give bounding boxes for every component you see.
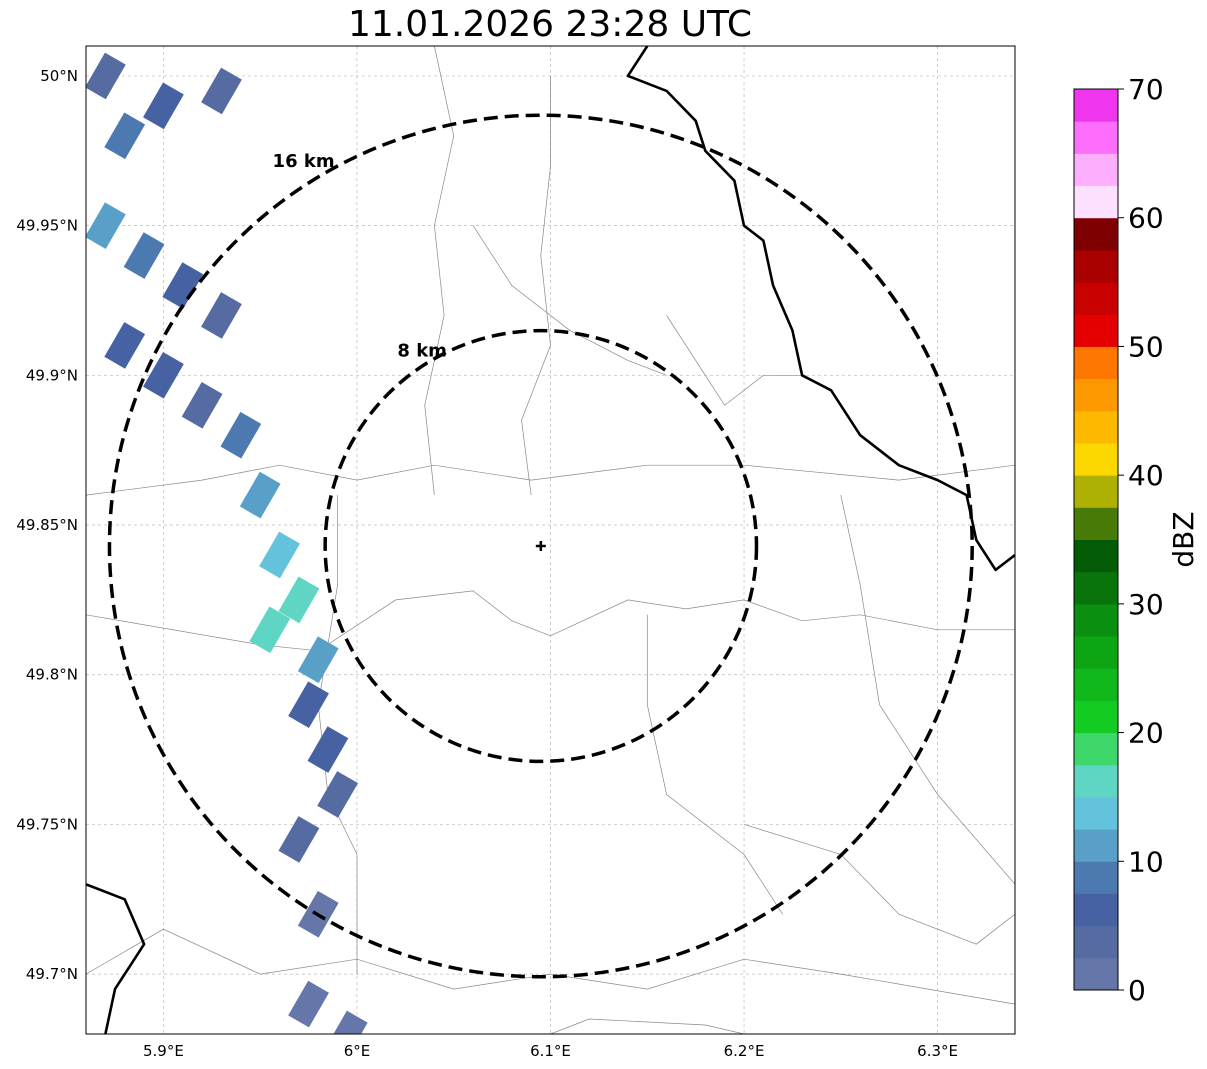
colorbar-segment (1074, 89, 1118, 122)
lat-tick-label: 49.8°N (26, 666, 78, 684)
radar-cell (288, 980, 329, 1028)
admin-boundary-line (424, 46, 455, 496)
colorbar: 0 10 20 30 40 50 60 70 dBZ (1073, 73, 1200, 1007)
radar-cell (162, 262, 204, 309)
lon-tick-label: 6.1°E (530, 1042, 571, 1060)
colorbar-segment (1074, 442, 1118, 476)
axis-ticks: 5.9°E 6°E 6.1°E 6.2°E 6.3°E 50°N 49.95°N 49.9°N… (16, 67, 958, 1060)
radar-cell (220, 411, 262, 459)
admin-boundary-line (646, 614, 783, 915)
colorbar-segment (1074, 796, 1118, 830)
radar-cell (104, 112, 146, 160)
radar-cell (249, 606, 291, 654)
colorbar-segment (1074, 507, 1118, 540)
admin-boundary-line (86, 464, 1015, 496)
country-border-line (86, 883, 146, 1034)
radar-cell (181, 381, 223, 429)
colorbar-segment (1074, 410, 1118, 444)
colorbar-tick-label: 0 (1128, 974, 1146, 1007)
colorbar-segment (1074, 121, 1118, 154)
colorbar-tick-label: 70 (1128, 73, 1164, 106)
radar-cell (317, 771, 358, 818)
lat-tick-label: 49.85°N (16, 516, 78, 534)
colorbar-tick-label: 30 (1128, 588, 1164, 621)
admin-boundary-line (840, 495, 1015, 885)
colorbar-segment (1074, 636, 1118, 669)
radar-cell (259, 531, 300, 579)
radar-cell (104, 322, 146, 369)
radar-reflectivity-layer (86, 52, 368, 1034)
range-rings: 8 km 16 km (107, 113, 974, 979)
colorbar-segment (1074, 378, 1118, 412)
admin-boundary-line (521, 75, 551, 496)
radar-cell (278, 816, 320, 863)
colorbar-frame (1073, 88, 1119, 991)
colorbar-segment (1074, 539, 1118, 573)
radar-cell (201, 67, 242, 115)
admin-boundary-line (743, 824, 1015, 945)
lon-tick-label: 6.3°E (917, 1042, 958, 1060)
plot-frame (85, 45, 1016, 1035)
lat-tick-label: 50°N (40, 67, 78, 85)
colorbar-tick-label: 40 (1128, 459, 1164, 492)
colorbar-segment (1074, 185, 1118, 219)
colorbar-segment (1074, 217, 1118, 251)
colorbar-tick-label: 60 (1128, 202, 1164, 235)
colorbar-tick-label: 20 (1128, 717, 1164, 750)
range-ring (323, 328, 759, 764)
lat-tick-label: 49.75°N (16, 815, 78, 833)
colorbar-segment (1074, 153, 1118, 187)
admin-boundary-line (472, 225, 667, 376)
range-ring-label: 16 km (273, 151, 335, 172)
lon-tick-label: 6°E (344, 1042, 371, 1060)
colorbar-segment (1074, 282, 1118, 315)
radar-cell (86, 202, 126, 249)
lat-tick-label: 49.95°N (16, 217, 78, 235)
range-ring-label: 8 km (397, 340, 447, 361)
colorbar-tick-label: 10 (1128, 845, 1164, 878)
colorbar-segment (1074, 829, 1118, 862)
colorbar-segment (1074, 925, 1118, 959)
colorbar-segment (1074, 764, 1118, 798)
lat-tick-label: 49.7°N (26, 965, 78, 983)
border-lines (86, 46, 1015, 1034)
colorbar-segment (1074, 893, 1118, 927)
colorbar-tick-label: 50 (1128, 330, 1164, 363)
radar-site-marker (535, 540, 546, 551)
admin-boundary-line (666, 315, 803, 406)
radar-cell (143, 352, 184, 399)
colorbar-segment (1074, 861, 1118, 894)
radar-cell (239, 471, 281, 519)
admin-boundary-line (86, 928, 1015, 1005)
colorbar-segment (1074, 668, 1118, 701)
colorbar-segment (1074, 475, 1118, 508)
colorbar-segment (1074, 346, 1118, 380)
colorbar-segment (1074, 603, 1118, 637)
radar-cell (326, 1010, 368, 1034)
colorbar-segment (1074, 732, 1118, 766)
lon-tick-label: 5.9°E (143, 1042, 184, 1060)
colorbar-segment (1074, 249, 1118, 283)
admin-boundary-line (86, 590, 1015, 652)
colorbar-segment (1074, 571, 1118, 605)
radar-cell (278, 576, 320, 624)
admin-boundary-line (550, 1018, 745, 1034)
colorbar-label: dBZ (1167, 511, 1200, 567)
radar-cell (143, 82, 184, 130)
radar-cell (86, 52, 126, 100)
range-ring (107, 113, 974, 979)
colorbar-segment (1074, 314, 1118, 347)
radar-cell (201, 292, 242, 339)
country-border-line (626, 46, 1015, 572)
lat-tick-label: 49.9°N (26, 366, 78, 384)
radar-cell (297, 636, 339, 684)
radar-cell (307, 726, 349, 773)
lon-tick-label: 6.2°E (724, 1042, 765, 1060)
map-title: 11.01.2026 23:28 UTC (347, 4, 753, 45)
radar-cell (288, 681, 329, 728)
radar-cell (123, 232, 165, 279)
colorbar-segment (1074, 957, 1118, 991)
colorbar-segment (1074, 700, 1118, 734)
